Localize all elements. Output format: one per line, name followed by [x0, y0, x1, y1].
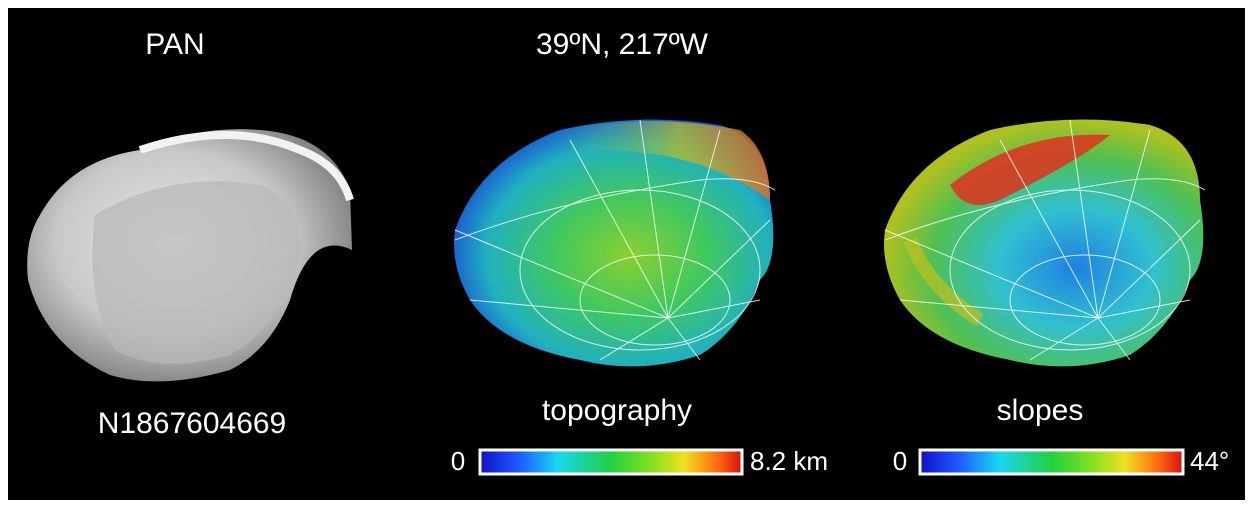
image-id: N1867604669	[98, 407, 287, 440]
colorbar: 0 44°	[893, 446, 1230, 476]
colorbar: 0 8.2 km	[451, 446, 828, 476]
topography-title: topography	[542, 394, 692, 427]
colorbar-scale	[480, 450, 742, 474]
page: PAN 39ºN, 217ºW N1867604669 topography s…	[0, 0, 1253, 508]
coordinates: 39ºN, 217ºW	[536, 28, 709, 61]
object-name: PAN	[145, 28, 204, 61]
colorbar-min: 0	[451, 446, 465, 476]
colorbar-scale	[920, 450, 1183, 474]
colorbar-min: 0	[893, 446, 907, 476]
slopes-title: slopes	[997, 394, 1084, 427]
colorbar-max: 8.2 km	[750, 446, 828, 476]
colorbar-max: 44°	[1190, 446, 1229, 476]
figure: PAN 39ºN, 217ºW N1867604669 topography s…	[0, 0, 1253, 508]
